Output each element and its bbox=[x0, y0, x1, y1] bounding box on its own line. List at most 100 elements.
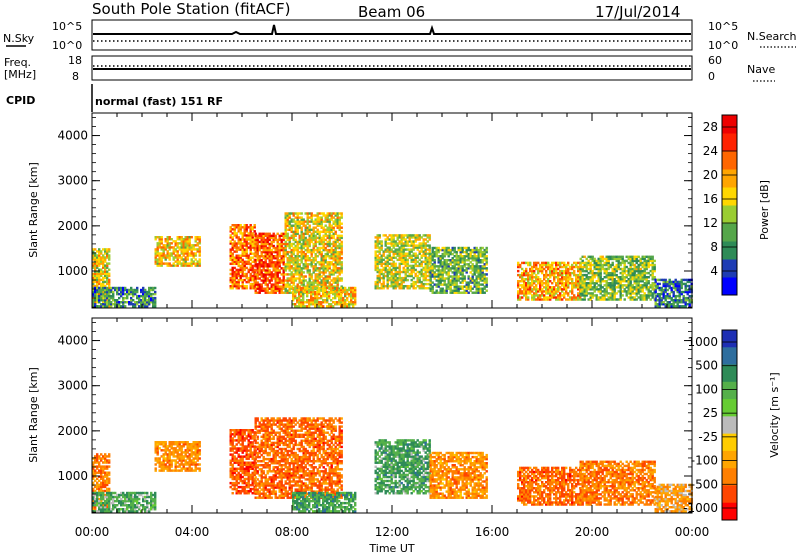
data-cell bbox=[180, 242, 183, 245]
data-cell bbox=[561, 271, 564, 275]
data-cell bbox=[330, 230, 333, 234]
data-cell bbox=[106, 270, 109, 273]
data-cell bbox=[629, 257, 632, 261]
data-cell bbox=[388, 285, 391, 288]
data-cell bbox=[426, 244, 429, 247]
data-cell bbox=[322, 261, 325, 264]
data-cell bbox=[481, 252, 484, 256]
data-cell bbox=[431, 255, 434, 258]
data-cell bbox=[575, 263, 578, 267]
data-cell bbox=[635, 276, 638, 279]
data-cell bbox=[332, 292, 335, 296]
data-cell bbox=[144, 301, 147, 304]
data-cell bbox=[451, 281, 454, 284]
data-cell bbox=[643, 267, 646, 271]
data-cell bbox=[235, 234, 238, 237]
data-cell bbox=[402, 268, 405, 272]
data-cell bbox=[439, 277, 442, 280]
data-cell bbox=[292, 281, 295, 284]
data-cell bbox=[392, 282, 395, 286]
data-cell bbox=[463, 265, 466, 268]
data-cell bbox=[340, 269, 343, 272]
data-cell bbox=[557, 296, 560, 299]
data-cell bbox=[237, 287, 240, 290]
data-cell bbox=[525, 261, 528, 265]
data-cell bbox=[136, 286, 139, 290]
data-cell bbox=[318, 290, 321, 294]
data-cell bbox=[449, 269, 452, 272]
data-cell bbox=[445, 261, 448, 264]
data-cell bbox=[410, 256, 413, 259]
data-cell bbox=[302, 277, 305, 280]
data-cell bbox=[184, 248, 187, 251]
data-cell bbox=[400, 238, 403, 241]
data-cell bbox=[459, 250, 462, 254]
data-cell bbox=[334, 281, 337, 284]
data-cell bbox=[253, 230, 256, 233]
data-cell bbox=[100, 260, 103, 263]
data-cell bbox=[645, 263, 648, 267]
data-cell bbox=[310, 290, 313, 294]
data-cell bbox=[282, 267, 285, 270]
data-cell bbox=[94, 294, 97, 298]
data-cell bbox=[158, 240, 161, 243]
data-cell bbox=[565, 273, 568, 277]
data-cell bbox=[443, 259, 446, 262]
data-cell bbox=[266, 267, 269, 270]
data-cell bbox=[408, 256, 411, 259]
data-cell bbox=[455, 263, 458, 266]
data-cell bbox=[96, 270, 99, 273]
data-cell bbox=[194, 238, 197, 241]
data-cell bbox=[306, 285, 309, 288]
data-cell bbox=[605, 271, 608, 275]
data-cell bbox=[254, 236, 257, 240]
data-cell bbox=[615, 267, 618, 271]
data-cell bbox=[245, 272, 248, 276]
data-cell bbox=[543, 296, 546, 299]
data-cell bbox=[459, 291, 462, 294]
data-cell bbox=[233, 260, 236, 264]
data-cell bbox=[402, 276, 405, 280]
data-cell bbox=[400, 250, 403, 253]
data-cell bbox=[340, 279, 343, 282]
data-cell bbox=[286, 277, 289, 280]
data-cell bbox=[394, 262, 397, 266]
data-cell bbox=[447, 265, 450, 268]
data-cell bbox=[529, 269, 532, 273]
data-cell bbox=[639, 278, 642, 281]
data-cell bbox=[262, 238, 265, 242]
data-cell bbox=[437, 255, 440, 258]
data-cell bbox=[334, 303, 337, 306]
data-cell bbox=[563, 282, 566, 285]
data-cell bbox=[386, 242, 389, 245]
data-cell bbox=[178, 242, 181, 245]
data-cell bbox=[579, 282, 582, 285]
data-cell bbox=[270, 289, 273, 292]
data-cell bbox=[521, 296, 524, 299]
data-cell bbox=[621, 284, 624, 287]
data-cell bbox=[571, 265, 574, 269]
data-cell bbox=[429, 285, 432, 288]
data-cell bbox=[639, 276, 642, 279]
data-cell bbox=[350, 290, 353, 294]
data-cell bbox=[102, 286, 105, 290]
data-cell bbox=[451, 259, 454, 262]
data-cell bbox=[477, 269, 480, 272]
data-cell bbox=[120, 290, 123, 294]
data-cell bbox=[441, 273, 444, 276]
data-cell bbox=[539, 290, 542, 293]
data-cell bbox=[653, 269, 656, 273]
data-cell bbox=[258, 255, 261, 258]
data-cell bbox=[298, 216, 301, 219]
data-cell bbox=[280, 244, 283, 248]
data-cell bbox=[322, 267, 325, 270]
data-cell bbox=[346, 290, 349, 294]
data-cell bbox=[104, 272, 107, 276]
data-cell bbox=[328, 263, 331, 266]
data-cell bbox=[322, 263, 325, 266]
data-cell bbox=[398, 268, 401, 272]
data-cell bbox=[102, 292, 105, 296]
data-cell bbox=[384, 270, 387, 274]
data-cell bbox=[282, 269, 285, 272]
data-cell bbox=[637, 282, 640, 285]
